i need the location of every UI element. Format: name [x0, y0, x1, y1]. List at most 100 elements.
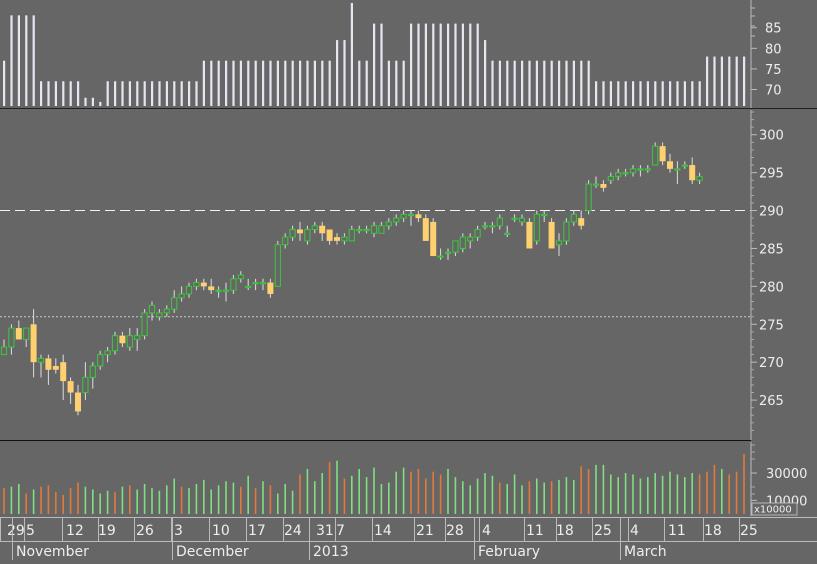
price-tick-label: 300	[759, 129, 784, 144]
candle-body-up	[126, 335, 133, 348]
indicator-bar	[165, 81, 168, 106]
candle-body-up	[541, 213, 548, 217]
indicator-bar	[10, 15, 13, 106]
candle-body-up	[171, 297, 178, 310]
x-month-label: December	[176, 544, 249, 560]
candle-body-up	[348, 229, 355, 242]
candle-body-up	[444, 251, 452, 254]
candle-body-up	[8, 327, 15, 348]
candle-body-up	[504, 232, 511, 236]
candle-body-up	[37, 357, 45, 363]
indicator-bar	[439, 23, 442, 107]
candle-body-up	[341, 236, 348, 242]
indicator-bar	[743, 56, 746, 106]
indicator-bar	[25, 15, 28, 106]
indicator-bar	[728, 56, 731, 106]
indicator-bar	[313, 60, 316, 106]
x-day-label: 28	[446, 523, 464, 539]
candle-body-up	[674, 168, 681, 171]
indicator-bar	[365, 60, 368, 106]
x-day-label: 18	[556, 523, 574, 539]
indicator-bar	[128, 81, 131, 106]
indicator-bar	[387, 60, 390, 106]
candle-body-up	[230, 278, 237, 291]
candle-body-up	[222, 289, 230, 292]
x-day-label: 4	[630, 523, 639, 539]
candle-body-down	[689, 165, 696, 181]
candle-body-up	[696, 175, 703, 181]
x-day-label: 19	[98, 523, 116, 539]
indicator-tick-label: 75	[765, 63, 782, 78]
candle-body-up	[459, 236, 466, 249]
candle-body-up	[89, 365, 96, 378]
indicator-bar	[491, 60, 494, 106]
x-month-label: February	[478, 544, 540, 560]
indicator-bar	[3, 60, 6, 106]
candle-body-up	[178, 293, 185, 299]
candle-body-up	[407, 213, 415, 217]
indicator-bar	[269, 60, 272, 106]
x-day-label: 3	[174, 523, 183, 539]
x-day-label: 14	[374, 523, 392, 539]
candle-body-up	[82, 376, 89, 394]
candle-body-up	[563, 221, 570, 242]
candle-body-up	[511, 217, 518, 220]
indicator-bar	[306, 60, 309, 106]
indicator-tick-label: 80	[765, 42, 782, 57]
candle-body-up	[467, 236, 474, 242]
candle-body-down	[326, 229, 333, 241]
price-tick-label: 265	[759, 394, 784, 409]
indicator-y-axis: 70 75 80 85	[751, 7, 782, 99]
x-day-label: 17	[248, 523, 266, 539]
indicator-bar	[735, 56, 738, 106]
indicator-bar	[669, 81, 672, 106]
candle-body-down	[75, 392, 81, 412]
candle-body-up	[378, 225, 385, 234]
price-tick-label: 295	[759, 167, 784, 182]
indicator-bar	[121, 81, 124, 106]
candle-body-up	[637, 168, 644, 171]
price-tick-label: 270	[759, 356, 784, 371]
x-axis-background	[0, 517, 817, 560]
indicator-bar	[587, 60, 590, 106]
indicator-bar	[654, 81, 657, 106]
x-day-label: 11	[668, 523, 686, 539]
candle-body-up	[607, 175, 614, 181]
price-tick-label: 285	[759, 242, 784, 257]
x-day-label: 25	[740, 523, 758, 539]
indicator-tick-label: 70	[765, 84, 782, 99]
indicator-bar	[617, 81, 620, 106]
candle-body-up	[592, 183, 600, 186]
x-day-label: 12	[66, 523, 84, 539]
candle-body-down	[200, 282, 207, 287]
candle-body-up	[0, 346, 8, 356]
candle-body-up	[370, 225, 378, 234]
indicator-bar	[99, 101, 102, 106]
x-day-label: 24	[284, 523, 302, 539]
indicator-bar	[32, 15, 35, 106]
price-tick-label: 280	[759, 280, 784, 295]
candle-body-up	[629, 168, 637, 174]
indicator-bar	[720, 56, 723, 106]
indicator-bar	[276, 60, 279, 106]
candle-body-up	[644, 168, 651, 171]
candle-body-up	[148, 304, 156, 314]
indicator-bar	[595, 81, 598, 106]
indicator-bar	[395, 60, 398, 106]
indicator-bar	[336, 40, 339, 106]
volume-multiplier-box	[751, 502, 798, 516]
candle-body-down	[319, 225, 326, 234]
volume-multiplier-label: x10000	[754, 505, 792, 516]
price-tick-label: 290	[759, 205, 784, 220]
indicator-bar	[698, 81, 701, 106]
indicator-bar	[624, 81, 627, 106]
reference-lines	[0, 210, 751, 318]
indicator-bar	[217, 60, 220, 106]
candle-body-up	[489, 225, 496, 228]
candle-body-up	[652, 145, 659, 166]
candle-body-down	[334, 237, 340, 241]
candle-body-up	[104, 350, 111, 356]
x-month-label: March	[624, 544, 667, 560]
indicator-bar	[321, 60, 324, 106]
